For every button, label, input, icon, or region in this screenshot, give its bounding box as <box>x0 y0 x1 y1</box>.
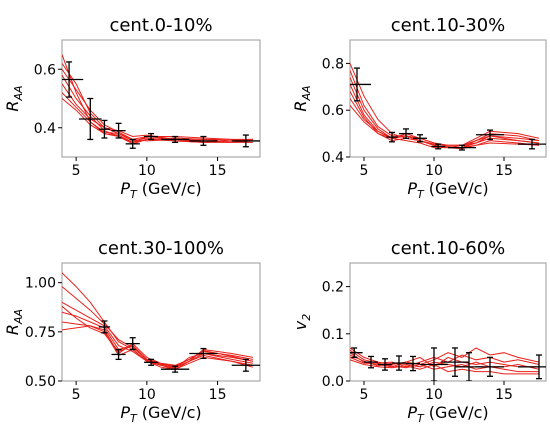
data-point <box>125 337 140 351</box>
model-curve <box>350 98 540 149</box>
y-tick-label: 0.4 <box>34 121 56 137</box>
x-axis-label: PT (GeV/c) <box>120 403 201 425</box>
data-point <box>62 61 84 98</box>
plot-frame <box>349 39 547 158</box>
x-tick-label: 5 <box>72 163 81 179</box>
data-point <box>476 129 504 141</box>
y-axis-label: RAA <box>3 309 25 335</box>
data-point <box>378 358 392 371</box>
data-point <box>364 355 378 369</box>
x-tick-label: 5 <box>72 387 81 403</box>
data-point <box>111 122 126 139</box>
x-tick-label: 15 <box>495 163 513 179</box>
y-tick-label: 0.4 <box>322 150 344 166</box>
data-point <box>231 358 260 372</box>
panel-3: cent.30-100% 5 10 15 0.50 0.75 1.00 PT (GeV/c) R… <box>3 238 261 425</box>
y-tick-label: 1.00 <box>25 276 56 292</box>
x-tick-label: 10 <box>425 163 443 179</box>
x-tick-label: 10 <box>138 163 156 179</box>
data-point <box>476 356 504 377</box>
data-point <box>392 355 406 371</box>
data-point <box>98 320 111 334</box>
data-point <box>161 135 190 144</box>
y-tick-label: 0.2 <box>322 280 344 296</box>
panel-title: cent.0-10% <box>109 15 212 36</box>
model-curve <box>62 305 254 367</box>
model-curve <box>62 301 253 370</box>
model-curve <box>350 84 540 149</box>
data-point <box>350 67 371 102</box>
x-tick-label: 15 <box>209 163 227 179</box>
x-tick-label: 5 <box>360 387 369 403</box>
data-point <box>161 365 190 373</box>
data-point <box>431 143 446 150</box>
y-tick-label: 0.6 <box>34 62 56 78</box>
y-tick-label: 0.75 <box>25 325 56 341</box>
x-axis-label: PT (GeV/c) <box>407 179 488 201</box>
y-axis-label: RAA <box>291 85 313 111</box>
data-point <box>125 138 140 149</box>
y-tick-label: 0.6 <box>322 103 344 119</box>
x-tick-label: 10 <box>425 387 443 403</box>
x-axis-label: PT (GeV/c) <box>407 403 488 425</box>
data-point <box>231 134 260 148</box>
data-point <box>98 119 111 139</box>
y-axis-label: RAA <box>3 85 25 111</box>
x-axis-label: PT (GeV/c) <box>120 179 201 201</box>
model-curve <box>62 83 253 142</box>
y-tick-label: 0.0 <box>322 374 344 390</box>
data-point <box>144 358 159 366</box>
x-tick-label: 5 <box>360 163 369 179</box>
panel-1: cent.0-10% 5 10 15 0.4 0.6 PT (GeV/c) RAA <box>3 15 261 201</box>
data-point <box>399 128 413 139</box>
data-point <box>518 354 546 380</box>
data-point <box>144 132 159 141</box>
data-point <box>350 347 363 359</box>
y-tick-label: 0.50 <box>25 374 56 390</box>
data-point <box>189 135 218 146</box>
model-curve <box>350 105 540 150</box>
panel-title: cent.10-30% <box>391 15 506 36</box>
y-tick-label: 0.1 <box>322 327 344 343</box>
data-point <box>441 347 469 377</box>
data-point <box>406 355 420 372</box>
plot-frame <box>349 262 547 382</box>
data-point <box>111 348 126 361</box>
model-curve <box>350 359 539 375</box>
data-point <box>189 347 218 360</box>
model-curve <box>62 272 253 368</box>
x-tick-label: 15 <box>495 387 513 403</box>
y-tick-label: 0.8 <box>322 56 344 72</box>
panel-2: cent.10-30% 5 10 15 0.4 0.6 0.8 PT (GeV/c) RAA <box>291 15 547 201</box>
data-point <box>386 131 398 143</box>
panel-4: cent.10-60% 5 10 15 0.0 0.1 0.2 PT (GeV/c) v2 <box>291 238 547 425</box>
data-point <box>420 347 448 381</box>
model-curve <box>350 349 540 368</box>
panel-title: cent.10-60% <box>391 238 506 259</box>
data-point <box>413 134 427 143</box>
panel-title: cent.30-100% <box>98 238 224 259</box>
data-point <box>518 138 546 150</box>
x-tick-label: 15 <box>209 387 227 403</box>
y-axis-label: v2 <box>291 314 313 330</box>
data-point <box>78 97 102 141</box>
model-curve <box>350 77 540 149</box>
data-point <box>448 144 476 151</box>
x-tick-label: 10 <box>138 387 156 403</box>
